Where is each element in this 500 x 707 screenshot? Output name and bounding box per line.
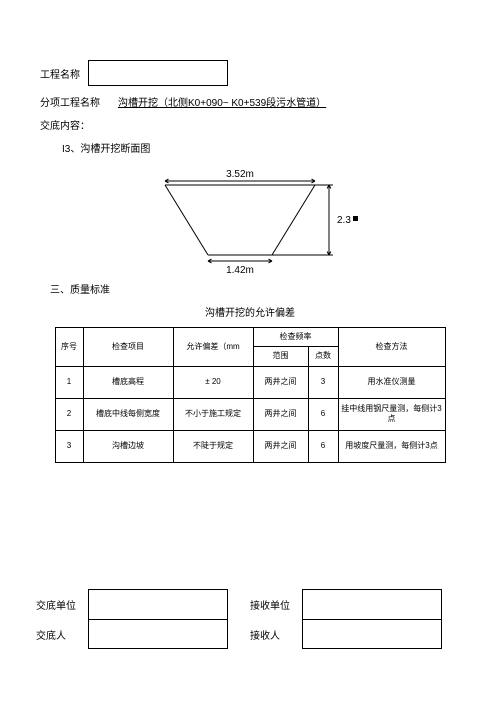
cell-no: 1 bbox=[55, 366, 83, 398]
recv-person-box bbox=[302, 619, 442, 649]
section-3-label: 三、质量标准 bbox=[50, 281, 110, 296]
table-row: 1槽底高程± 20两井之间3用水准仪测量 bbox=[55, 366, 445, 398]
tolerance-table: 序号 检查项目 允许偏差（mm 检查频率 检查方法 范围 点数 1槽底高程± 2… bbox=[55, 327, 446, 463]
cell-no: 2 bbox=[55, 398, 83, 430]
recv-unit-label: 接收单位 bbox=[250, 597, 302, 612]
recv-unit-box bbox=[302, 589, 442, 619]
recv-person-label: 接收人 bbox=[250, 627, 302, 642]
tolerance-table-title: 沟槽开挖的允许偏差 bbox=[40, 304, 460, 319]
sub-project-value: 沟槽开挖（北侧K0+090~ K0+539段污水管道） bbox=[118, 94, 326, 109]
table-row: 2槽底中线每侧宽度不小于施工规定两井之间6挂中线用钢尺量测，每侧计3点 bbox=[55, 398, 445, 430]
table-row: 3沟槽边坡不陡于规定两井之间6用坡度尺量测，每侧计3点 bbox=[55, 430, 445, 462]
sub-project-label: 分项工程名称 bbox=[40, 94, 100, 109]
cell-tol: 不小于施工规定 bbox=[173, 398, 253, 430]
cell-points: 6 bbox=[308, 430, 338, 462]
cell-item: 槽底高程 bbox=[83, 366, 173, 398]
col-points: 点数 bbox=[308, 347, 338, 366]
col-no: 序号 bbox=[55, 328, 83, 367]
cell-item: 槽底中线每侧宽度 bbox=[83, 398, 173, 430]
send-unit-label: 交底单位 bbox=[36, 597, 88, 612]
send-person-label: 交底人 bbox=[36, 627, 88, 642]
svg-text:1.42m: 1.42m bbox=[226, 265, 254, 275]
col-tol: 允许偏差（mm bbox=[173, 328, 253, 367]
cell-tol: ± 20 bbox=[173, 366, 253, 398]
col-freq: 检查频率 bbox=[253, 328, 338, 347]
cross-section-diagram: 3.52m 1.42m 2.3 bbox=[140, 165, 360, 275]
cell-points: 6 bbox=[308, 398, 338, 430]
cell-range: 两井之间 bbox=[253, 366, 308, 398]
cell-range: 两井之间 bbox=[253, 430, 308, 462]
cell-method: 用水准仪测量 bbox=[338, 366, 445, 398]
project-name-box bbox=[88, 60, 228, 86]
footer-signature-block: 交底单位 接收单位 交底人 接收人 bbox=[36, 589, 446, 649]
svg-text:2.3: 2.3 bbox=[337, 215, 351, 226]
cell-item: 沟槽边坡 bbox=[83, 430, 173, 462]
project-name-label: 工程名称 bbox=[40, 66, 80, 81]
send-person-box bbox=[88, 619, 228, 649]
cell-points: 3 bbox=[308, 366, 338, 398]
cell-no: 3 bbox=[55, 430, 83, 462]
col-range: 范围 bbox=[253, 347, 308, 366]
send-unit-box bbox=[88, 589, 228, 619]
cell-method: 用坡度尺量测，每侧计3点 bbox=[338, 430, 445, 462]
col-method: 检查方法 bbox=[338, 328, 445, 367]
cell-tol: 不陡于规定 bbox=[173, 430, 253, 462]
content-label: 交底内容： bbox=[40, 117, 90, 132]
cell-method: 挂中线用钢尺量测，每侧计3点 bbox=[338, 398, 445, 430]
cell-range: 两井之间 bbox=[253, 398, 308, 430]
col-item: 检查项目 bbox=[83, 328, 173, 367]
svg-text:3.52m: 3.52m bbox=[226, 169, 254, 180]
section-1-label: I3、沟槽开挖断面图 bbox=[62, 140, 150, 155]
